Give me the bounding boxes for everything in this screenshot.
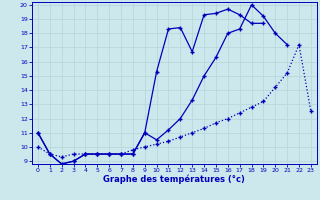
X-axis label: Graphe des températures (°c): Graphe des températures (°c): [103, 175, 245, 184]
